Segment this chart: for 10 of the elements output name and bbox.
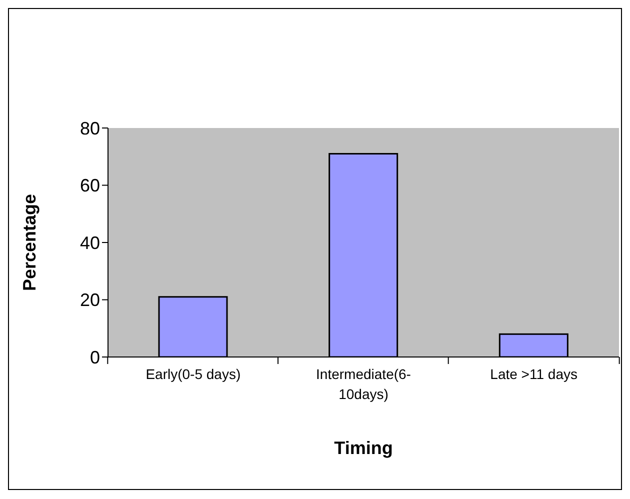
- x-tick-label: Intermediate(6-10days): [316, 366, 412, 402]
- x-axis-title: Timing: [334, 438, 393, 458]
- y-tick-label: 80: [80, 118, 100, 138]
- y-tick-label: 20: [80, 290, 100, 310]
- y-tick-label: 40: [80, 232, 100, 253]
- y-axis-title: Percentage: [19, 194, 40, 292]
- y-tick-label: 0: [90, 347, 100, 368]
- y-tick-label: 60: [80, 176, 100, 196]
- x-tick-label: Late >11 days: [490, 366, 578, 382]
- x-tick-label: Early(0-5 days): [146, 366, 241, 382]
